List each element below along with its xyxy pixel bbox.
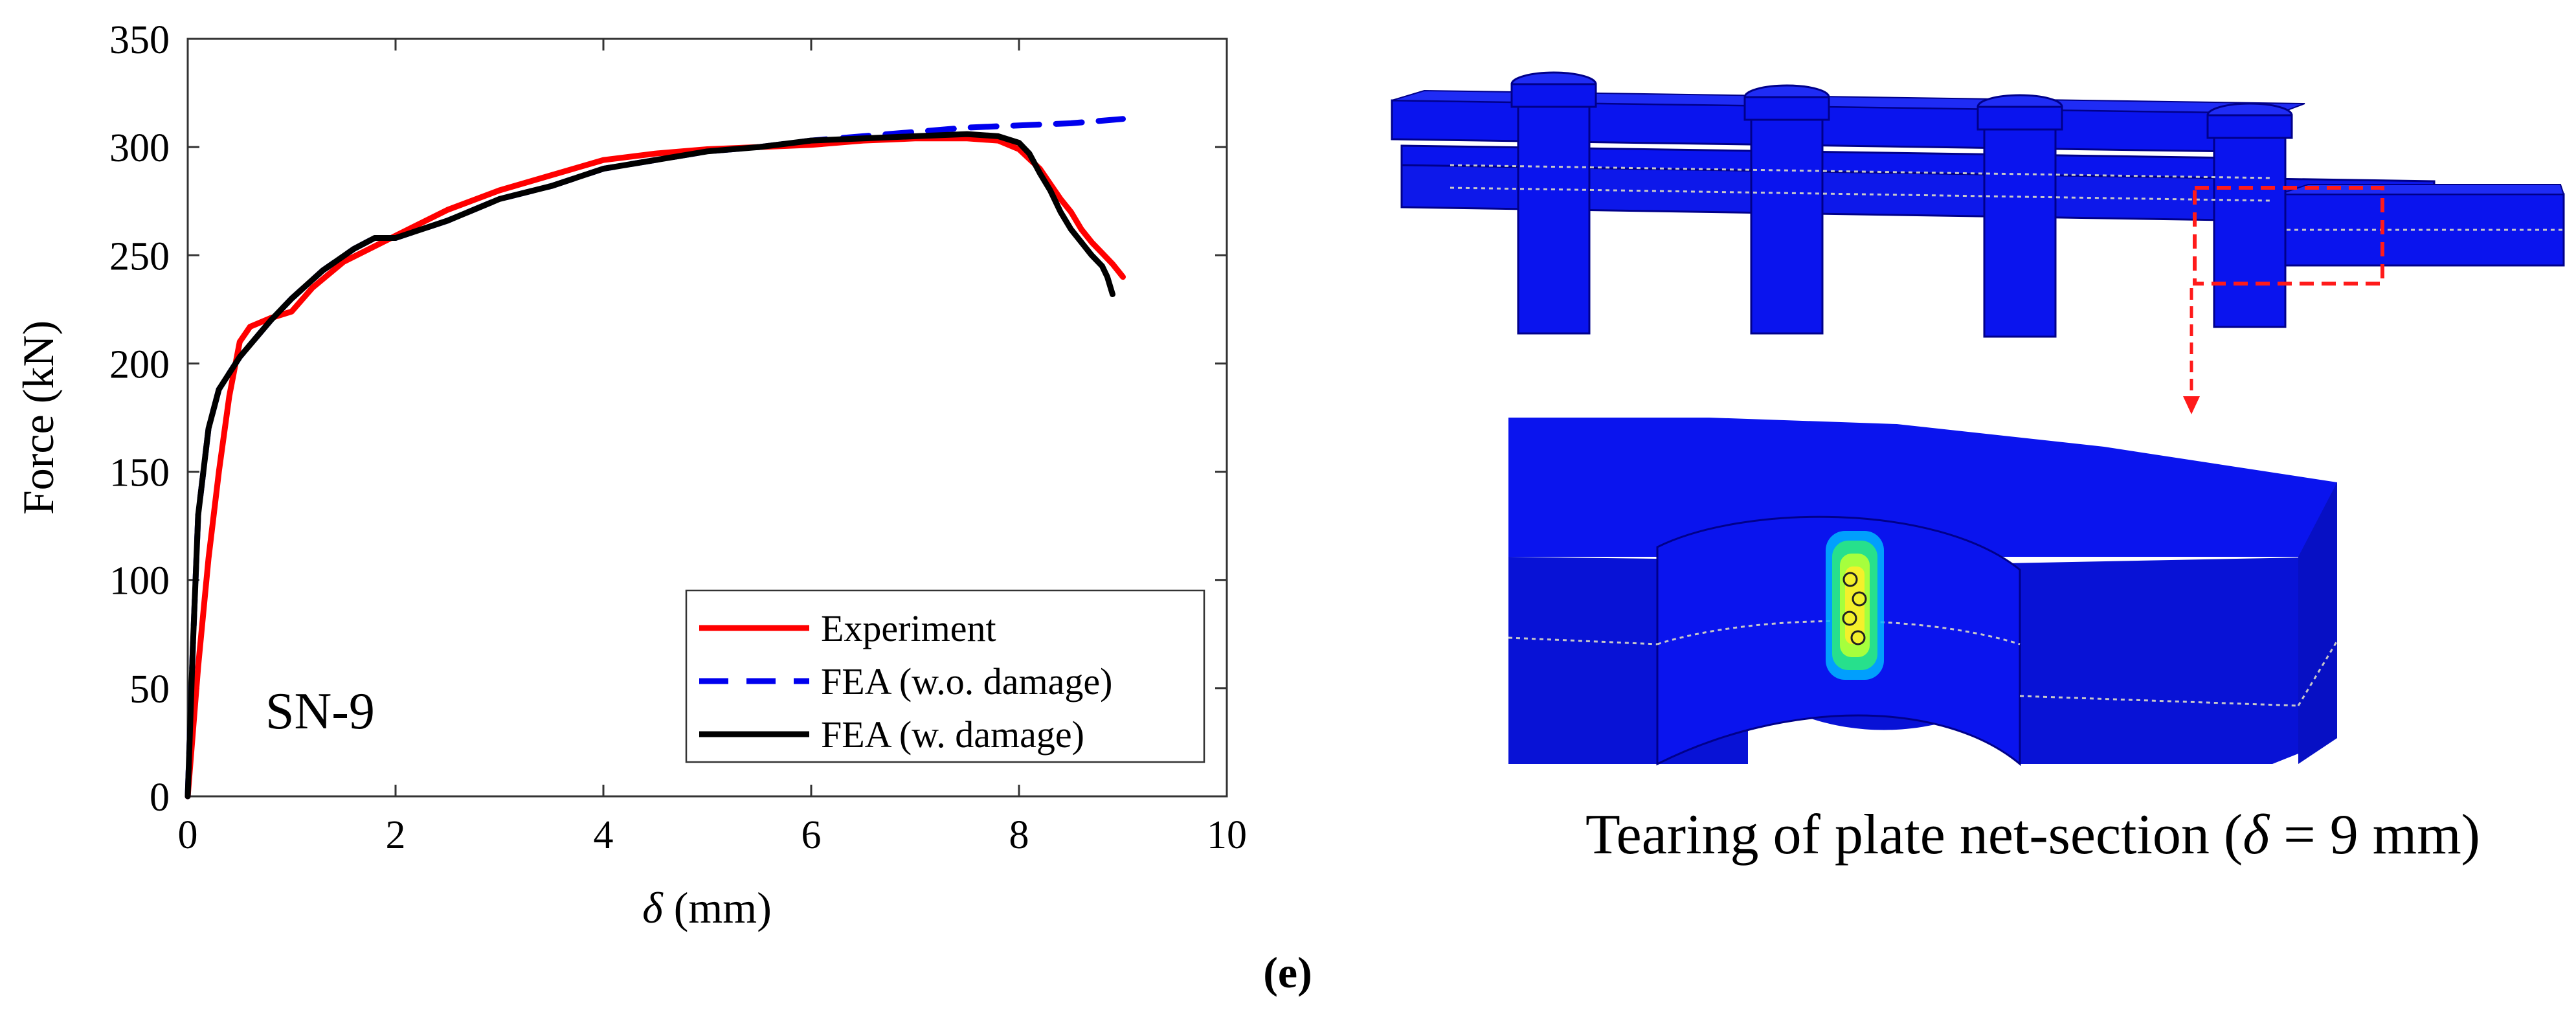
y-tick-label: 100: [109, 559, 170, 603]
fea-model-illustration: Tearing of plate net-section (δ = 9 mm): [1391, 71, 2565, 866]
closeup-seam-2: [1657, 620, 2021, 645]
y-tick-label: 50: [129, 668, 170, 712]
y-tick-label: 250: [109, 234, 170, 278]
net-section-closeup: [1508, 418, 2338, 767]
x-tick-label: 6: [801, 813, 822, 857]
extended-plate-top: [2278, 184, 2565, 195]
x-tick-label: 10: [1207, 813, 1247, 857]
legend: Experiment FEA (w.o. damage) FEA (w. dam…: [685, 589, 1205, 763]
legend-label-fea-wo-damage: FEA (w.o. damage): [821, 660, 1112, 702]
panel-label: (e): [1263, 948, 1312, 997]
illustration-caption: Tearing of plate net-section (δ = 9 mm): [1585, 803, 2480, 866]
series-line-fea-w-damage: [185, 131, 1115, 800]
x-tick-label: 4: [594, 813, 614, 857]
y-tick-label: 200: [109, 342, 170, 387]
caption-suffix: = 9 mm): [2269, 803, 2480, 866]
bolt-4: [2206, 102, 2293, 328]
legend-label-experiment: Experiment: [821, 607, 996, 649]
damage-contour: [1826, 531, 1884, 680]
bolted-connection-model: [1391, 71, 2565, 414]
force-displacement-chart: 0 50 100 150 200 250 300 350 0 2 4 6 8 10 Force (kN)…: [14, 18, 1247, 932]
closeup-seam-1: [1508, 636, 1658, 645]
specimen-annotation: SN-9: [265, 683, 375, 740]
y-axis-ticks: 0 50 100 150 200 250 300 350: [109, 18, 1227, 820]
y-tick-label: 0: [150, 776, 170, 820]
x-axis-label: δ (mm): [642, 883, 772, 932]
bolt-3: [1977, 94, 2063, 338]
plate-seam-1: [1450, 164, 2273, 179]
series-line-experiment: [185, 135, 1126, 800]
x-axis-ticks: 0 2 4 6 8 10: [178, 39, 1247, 857]
closeup-seam-4: [2297, 640, 2338, 706]
y-tick-label: 300: [109, 126, 170, 170]
y-axis-label: Force (kN): [14, 320, 63, 515]
x-axis-symbol: δ: [642, 883, 664, 932]
x-tick-label: 2: [386, 813, 406, 857]
plot-frame: [186, 38, 1228, 798]
series-layer: [185, 116, 1126, 800]
bolt-1: [1510, 71, 1597, 335]
closeup-top-face: [1508, 418, 2337, 557]
caption-prefix: Tearing of plate net-section (: [1585, 803, 2243, 866]
caption-symbol: δ: [2243, 803, 2270, 866]
zoom-region-box: [2193, 186, 2384, 286]
legend-label-fea-w-damage: FEA (w. damage): [821, 713, 1084, 756]
bolt-2: [1743, 84, 1830, 335]
y-tick-label: 350: [109, 18, 170, 62]
x-tick-label: 0: [178, 813, 198, 857]
y-tick-label: 150: [109, 451, 170, 495]
x-axis-unit: (mm): [674, 883, 772, 932]
zoom-arrow-head: [2183, 396, 2200, 414]
plate-seam-2: [1450, 186, 2273, 202]
x-tick-label: 8: [1009, 813, 1029, 857]
closeup-side-face: [2298, 482, 2337, 764]
